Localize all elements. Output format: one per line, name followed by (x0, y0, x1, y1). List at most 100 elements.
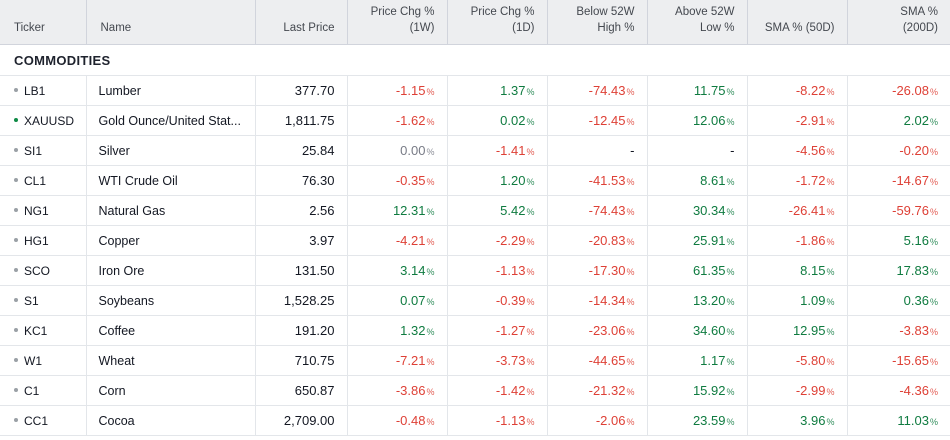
percent-sign: % (826, 87, 835, 98)
sma-50-cell: -5.80% (747, 345, 848, 377)
table-row-w1[interactable]: W1 Wheat 710.75 -7.21% -3.73% -44.65% 1.17% -5.… (0, 345, 950, 377)
section-title[interactable]: COMMODITIES (0, 44, 950, 77)
ticker-dot-icon (14, 118, 18, 123)
column-header-name[interactable]: Name (86, 0, 256, 46)
chg-1w-cell: -1.62% (347, 105, 448, 137)
percent-sign: % (929, 147, 938, 158)
percent-value: 1.09 (800, 293, 826, 309)
table-row-sco[interactable]: SCO Iron Ore 131.50 3.14% -1.13% -17.30% 61.35… (0, 255, 950, 287)
percent-value: -1.13 (495, 413, 526, 429)
ticker-dot-icon (14, 358, 18, 363)
ticker-label: SCO (24, 263, 51, 278)
percent-sign: % (426, 357, 435, 368)
ticker-cell[interactable]: SCO (0, 255, 87, 287)
percent-sign: % (626, 237, 635, 248)
chg-1d-cell: -2.29% (447, 225, 548, 257)
name-cell: Coffee (86, 315, 256, 347)
table-row-ng1[interactable]: NG1 Natural Gas 2.56 12.31% 5.42% -74.43% 30.3… (0, 195, 950, 227)
percent-value: 0.00 (400, 143, 426, 159)
above-52w-low-cell: - (647, 135, 748, 167)
below-52w-high-cell: - (547, 135, 648, 167)
percent-value: -8.22 (795, 83, 826, 99)
percent-sign: % (426, 177, 435, 188)
chg-1d-cell: -1.42% (447, 375, 548, 407)
percent-value: 30.34 (692, 203, 726, 219)
table-row-si1[interactable]: SI1 Silver 25.84 0.00% -1.41% - - -4.56% -0.20% (0, 135, 950, 167)
percent-value: -2.29 (495, 233, 526, 249)
percent-value: -26.41 (788, 203, 826, 219)
sma-50-cell: -26.41% (747, 195, 848, 227)
column-header-chg-1d[interactable]: Price Chg % (1D) (447, 0, 548, 46)
percent-value: 1.17 (700, 353, 726, 369)
percent-value: -0.39 (495, 293, 526, 309)
percent-sign: % (426, 297, 435, 308)
sma-50-cell: 1.09% (747, 285, 848, 317)
name-cell: Soybeans (86, 285, 256, 317)
percent-sign: % (826, 417, 835, 428)
percent-value: 3.96 (800, 413, 826, 429)
percent-sign: % (426, 327, 435, 338)
table-row-s1[interactable]: S1 Soybeans 1,528.25 0.07% -0.39% -14.34% 13.2… (0, 285, 950, 317)
percent-value: 1.37 (500, 83, 526, 99)
percent-sign: % (929, 237, 938, 248)
column-header-above-52w-low[interactable]: Above 52W Low % (647, 0, 748, 46)
percent-sign: % (426, 207, 435, 218)
ticker-cell[interactable]: S1 (0, 285, 87, 317)
sma-200-cell: -26.08% (847, 75, 950, 107)
percent-value: 25.91 (692, 233, 726, 249)
percent-value: -2.06 (595, 413, 626, 429)
table-row-kc1[interactable]: KC1 Coffee 191.20 1.32% -1.27% -23.06% 34.60% 1… (0, 315, 950, 347)
ticker-cell[interactable]: XAUUSD (0, 105, 87, 137)
percent-value: 11.03 (897, 413, 929, 429)
ticker-cell[interactable]: LB1 (0, 75, 87, 107)
table-row-lb1[interactable]: LB1 Lumber 377.70 -1.15% 1.37% -74.43% 11.75% -… (0, 75, 950, 107)
last-price-cell: 3.97 (255, 225, 348, 257)
ticker-cell[interactable]: HG1 (0, 225, 87, 257)
table-row-xauusd[interactable]: XAUUSD Gold Ounce/United Stat... 1,811.75-… (0, 105, 950, 137)
above-52w-low-cell: 1.17% (647, 345, 748, 377)
table-row-cc1[interactable]: CC1 Cocoa 2,709.00 -0.48% -1.13% -2.06% 23.59%… (0, 405, 950, 437)
percent-sign: % (929, 417, 938, 428)
ticker-dot-icon (14, 88, 18, 93)
below-52w-high-cell: -2.06% (547, 405, 648, 437)
ticker-label: CC1 (24, 413, 49, 428)
percent-sign: % (526, 87, 535, 98)
percent-sign: % (526, 417, 535, 428)
table-row-c1[interactable]: C1 Corn 650.87 -3.86% -1.42% -21.32% 15.92% -2.… (0, 375, 950, 407)
percent-sign: % (526, 357, 535, 368)
percent-sign: % (626, 177, 635, 188)
percent-value: 0.07 (400, 293, 426, 309)
ticker-cell[interactable]: KC1 (0, 315, 87, 347)
ticker-cell[interactable]: SI1 (0, 135, 87, 167)
column-header-last-price[interactable]: Last Price (255, 0, 348, 46)
ticker-cell[interactable]: CL1 (0, 165, 87, 197)
chg-1w-cell: -0.48% (347, 405, 448, 437)
ticker-cell[interactable]: W1 (0, 345, 87, 377)
table-row-cl1[interactable]: CL1 WTI Crude Oil 76.30 -0.35% 1.20% -41.53% 8… (0, 165, 950, 197)
column-header-below-52w-high[interactable]: Below 52W High % (547, 0, 648, 46)
ticker-cell[interactable]: C1 (0, 375, 87, 407)
percent-sign: % (426, 267, 435, 278)
percent-value: - (730, 143, 735, 159)
percent-value: -1.15 (395, 83, 426, 99)
ticker-cell[interactable]: NG1 (0, 195, 87, 227)
percent-sign: % (526, 117, 535, 128)
percent-sign: % (929, 297, 938, 308)
sma-200-cell: 17.83% (847, 255, 950, 287)
above-52w-low-cell: 12.06% (647, 105, 748, 137)
percent-value: -4.21 (395, 233, 426, 249)
sma-200-cell: 2.02% (847, 105, 950, 137)
column-header-sma-50[interactable]: SMA % (50D) (747, 0, 848, 46)
ticker-dot-icon (14, 268, 18, 273)
percent-value: 61.35 (692, 263, 726, 279)
ticker-dot-icon (14, 238, 18, 243)
percent-value: -2.99 (795, 383, 826, 399)
section-row-commodities[interactable]: COMMODITIES (0, 44, 950, 77)
column-header-ticker[interactable]: Ticker (0, 0, 87, 46)
table-row-hg1[interactable]: HG1 Copper 3.97 -4.21% -2.29% -20.83% 25.91% -1… (0, 225, 950, 257)
column-header-sma-200[interactable]: SMA % (200D) (847, 0, 950, 46)
sma-200-cell: 5.16% (847, 225, 950, 257)
column-header-chg-1w[interactable]: Price Chg % (1W) (347, 0, 448, 46)
ticker-cell[interactable]: CC1 (0, 405, 87, 437)
percent-value: -14.67 (892, 173, 929, 189)
